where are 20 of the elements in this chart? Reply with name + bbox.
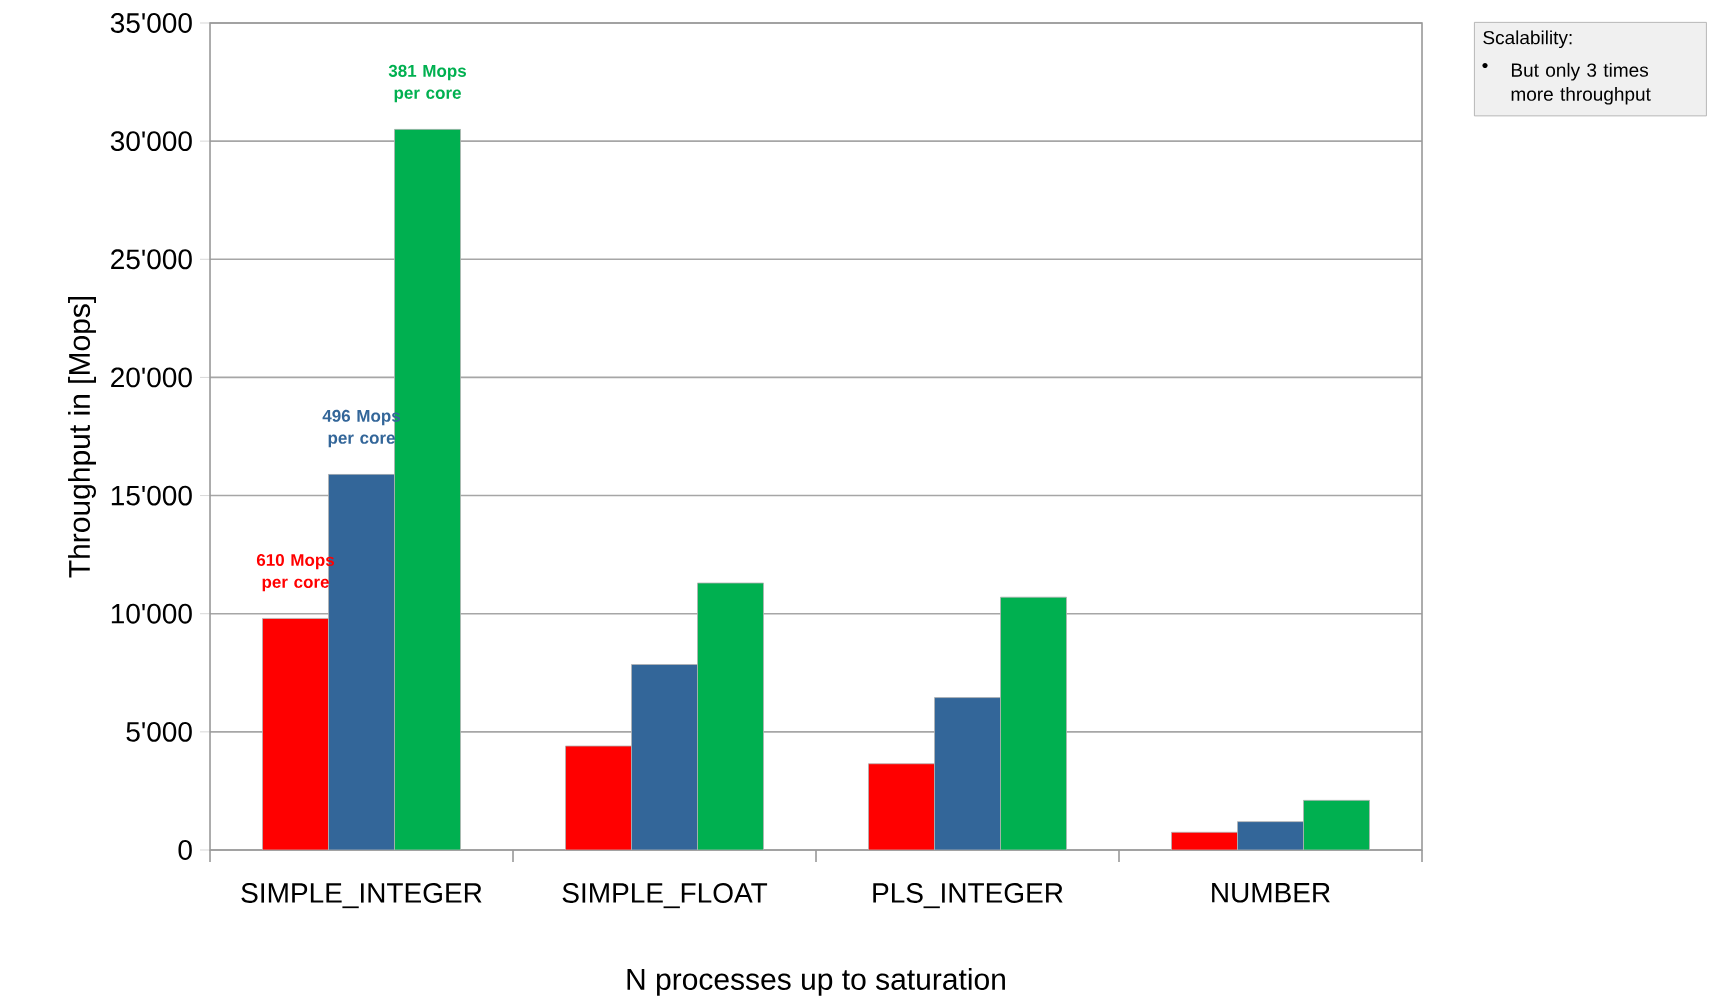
x-tick-label: SIMPLE_FLOAT: [562, 883, 768, 909]
text: But only 3 times more throughput: [1511, 63, 1651, 105]
y-tick-label: 0: [178, 840, 192, 861]
x-tick-label: NUMBER: [1212, 883, 1330, 903]
x-tick-label: SIMPLE_INTEGER: [241, 883, 482, 909]
bar: [262, 618, 329, 851]
bar: [868, 763, 935, 851]
y-axis-title: Throughput in [Mops]: [68, 297, 96, 578]
y-tick-label: 30'000: [110, 131, 192, 152]
annotation: 381 Mops per core: [388, 65, 466, 103]
y-tick-label: 15'000: [111, 485, 192, 506]
bar: [565, 745, 632, 851]
text: Scalability:: [1483, 30, 1572, 49]
x-tick-label: PLS_INTEGER: [873, 883, 1063, 909]
y-tick-label: 5'000: [126, 722, 192, 742]
y-tick-label: 10'000: [111, 604, 192, 624]
y-tick-label: 35'000: [110, 13, 192, 34]
x-axis-title: N processes up to saturation: [627, 968, 1005, 997]
y-tick-label: 25'000: [111, 249, 192, 270]
y-tick-label: 20'000: [111, 367, 192, 388]
